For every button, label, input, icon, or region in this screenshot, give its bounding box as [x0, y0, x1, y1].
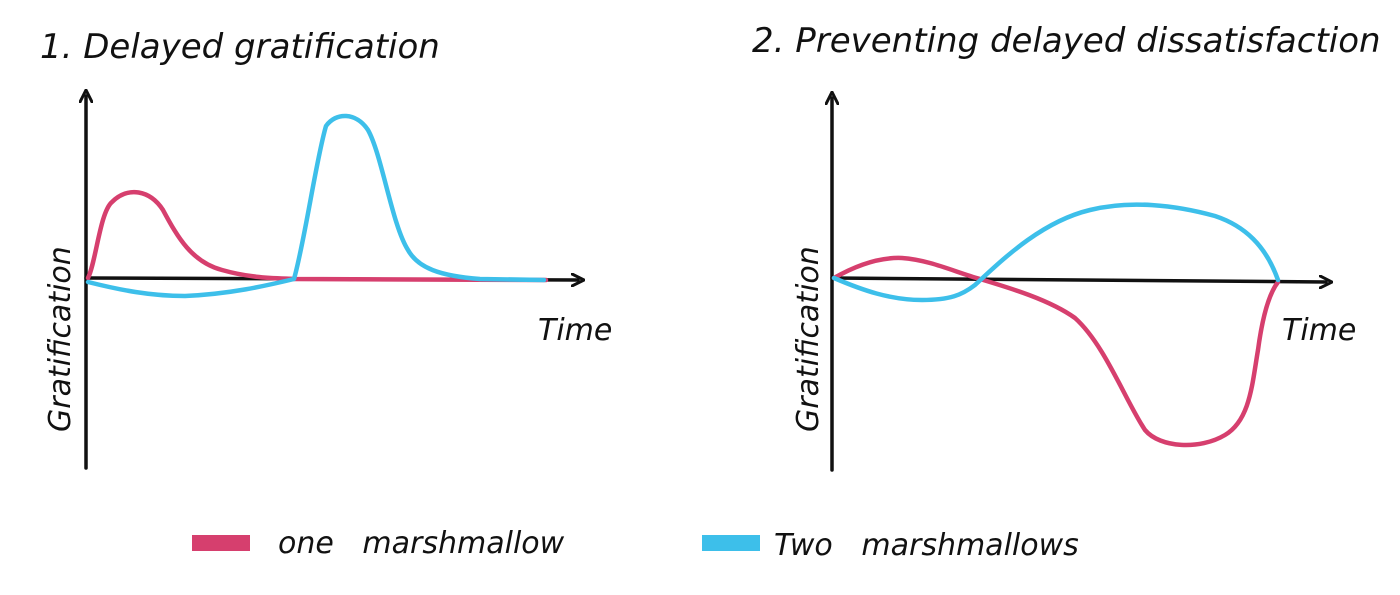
legend-swatch-two	[702, 535, 760, 551]
panel1-x-axis-label: Time	[538, 313, 612, 348]
panel2-y-axis-label: Gratification	[791, 246, 826, 432]
legend-swatch-one	[192, 535, 250, 551]
legend-label-two: Two marshmallows	[774, 528, 1079, 563]
panel1-title: 1. Delayed gratification	[40, 27, 440, 67]
legend-label-one: one marshmallow	[278, 526, 565, 561]
panel1-one-marshmallow-curve	[85, 189, 549, 283]
panel2-x-axis	[830, 278, 1326, 282]
panel2-x-axis-label: Time	[1282, 313, 1356, 348]
panel1-y-axis-label: Gratification	[43, 246, 78, 432]
panel2-title: 2. Preventing delayed dissatisfaction	[752, 21, 1381, 61]
panel1-two-marshmallows-curve	[85, 113, 547, 299]
panel-preventing-delayed-dissatisfaction: 2. Preventing delayed dissatisfaction Gr…	[752, 21, 1381, 472]
panel2-one-marshmallow-curve	[831, 255, 1281, 448]
panel-delayed-gratification: 1. Delayed gratification Gratification T…	[40, 27, 612, 470]
legend: one marshmallow Two marshmallows	[192, 526, 1079, 563]
panel2-two-marshmallows-curve	[831, 202, 1281, 303]
